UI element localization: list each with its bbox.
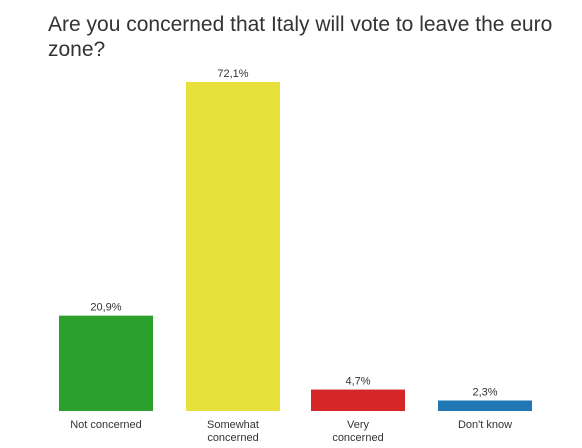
- bar-value-label: 72,1%: [217, 68, 248, 80]
- bar-very-concerned: [311, 389, 405, 411]
- category-label: Somewhat concerned: [207, 419, 259, 444]
- category-label: Don't know: [458, 419, 512, 431]
- category-label: Very concerned: [332, 419, 383, 444]
- bar-don-t-know: [438, 400, 532, 411]
- bar-value-label: 4,7%: [345, 376, 370, 388]
- bar-value-label: 2,3%: [472, 387, 497, 399]
- category-label: Not concerned: [70, 419, 142, 431]
- bar-value-label: 20,9%: [90, 302, 121, 314]
- bar-not-concerned: [59, 315, 153, 411]
- chart-title: Are you concerned that Italy will vote t…: [48, 13, 553, 61]
- bar-somewhat-concerned: [186, 82, 280, 411]
